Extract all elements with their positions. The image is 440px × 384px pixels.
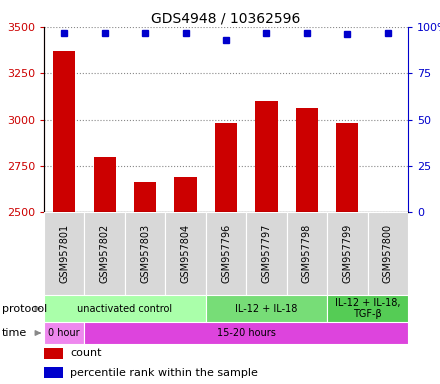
Bar [44, 348, 63, 359]
Bar [327, 212, 367, 295]
Text: unactivated control: unactivated control [77, 303, 172, 313]
Bar [206, 295, 327, 322]
Bar [44, 295, 206, 322]
Text: GSM957802: GSM957802 [100, 224, 110, 283]
Bar [215, 123, 237, 384]
Text: GSM957803: GSM957803 [140, 224, 150, 283]
Bar [367, 212, 408, 295]
Text: GSM957796: GSM957796 [221, 224, 231, 283]
Bar [174, 177, 197, 384]
Bar [206, 212, 246, 295]
Text: GSM957798: GSM957798 [302, 224, 312, 283]
Bar [377, 212, 399, 384]
Text: time: time [2, 328, 27, 338]
Bar [44, 322, 84, 344]
Text: count: count [70, 349, 102, 359]
Bar [165, 212, 206, 295]
Bar [44, 367, 63, 378]
Text: IL-12 + IL-18: IL-12 + IL-18 [235, 303, 297, 313]
Bar [296, 108, 318, 384]
Bar [94, 157, 116, 384]
Bar [336, 123, 359, 384]
Bar [327, 295, 408, 322]
Bar [53, 51, 75, 384]
Text: GSM957800: GSM957800 [383, 224, 393, 283]
Bar [287, 212, 327, 295]
Text: percentile rank within the sample: percentile rank within the sample [70, 367, 258, 377]
Text: 0 hour: 0 hour [48, 328, 80, 338]
Bar [44, 212, 84, 295]
Bar [134, 182, 156, 384]
Bar [84, 322, 408, 344]
Bar [246, 212, 287, 295]
Text: GSM957797: GSM957797 [261, 224, 271, 283]
Text: 15-20 hours: 15-20 hours [217, 328, 275, 338]
Title: GDS4948 / 10362596: GDS4948 / 10362596 [151, 12, 301, 26]
Bar [255, 101, 278, 384]
Text: GSM957801: GSM957801 [59, 224, 69, 283]
Text: protocol: protocol [2, 303, 47, 313]
Text: GSM957804: GSM957804 [180, 224, 191, 283]
Bar [84, 212, 125, 295]
Text: GSM957799: GSM957799 [342, 224, 352, 283]
Text: IL-12 + IL-18,
TGF-β: IL-12 + IL-18, TGF-β [335, 298, 400, 319]
Bar [125, 212, 165, 295]
